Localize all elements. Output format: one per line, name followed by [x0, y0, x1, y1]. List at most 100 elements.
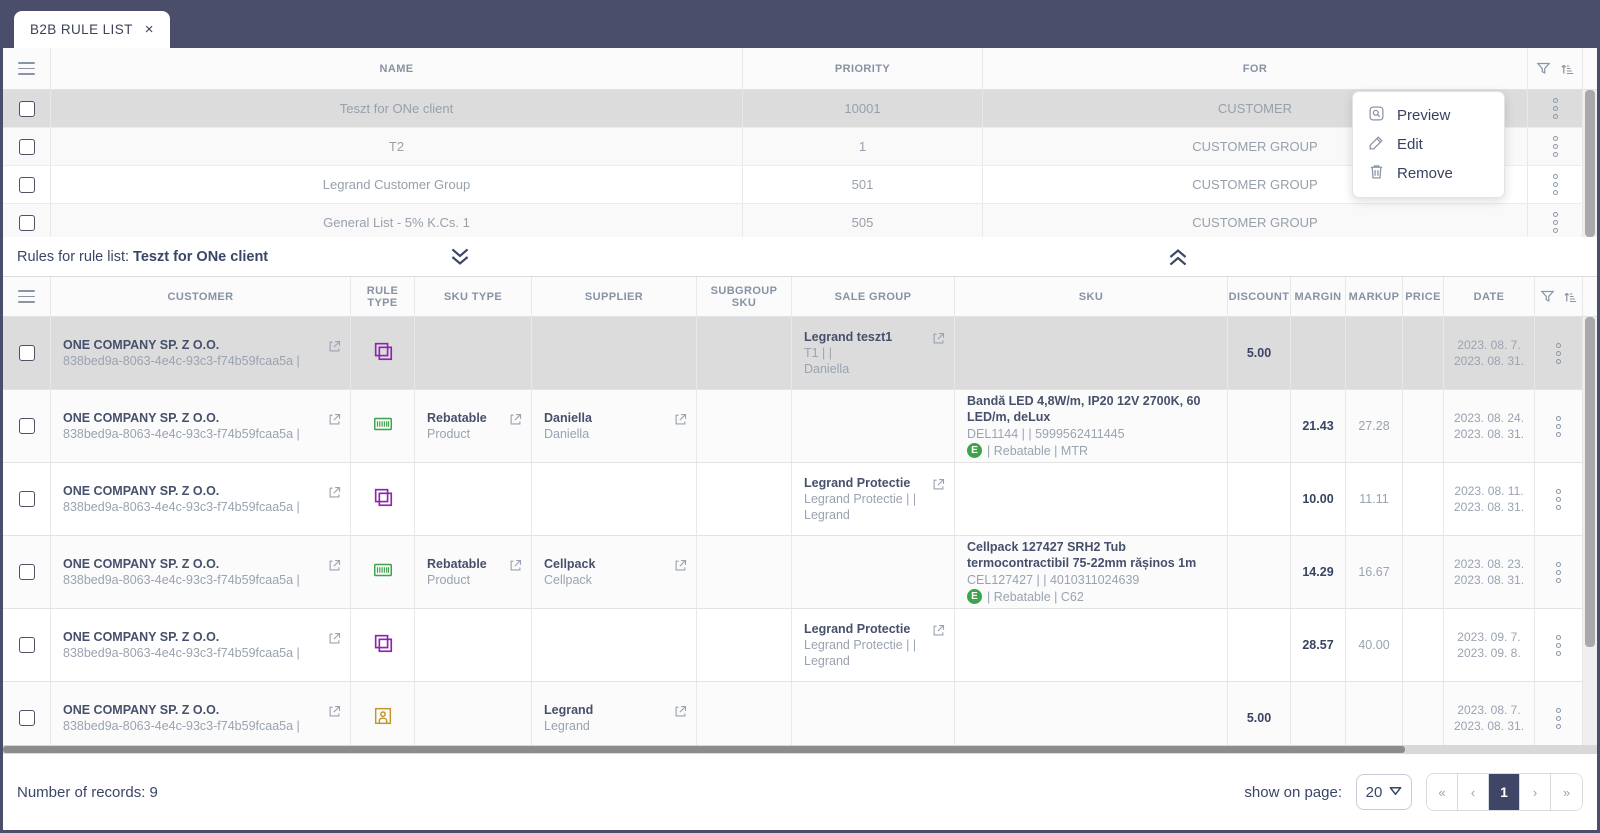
- double-chevron-down-icon[interactable]: [447, 246, 473, 273]
- column-header-priority[interactable]: PRIORITY: [834, 62, 891, 75]
- kebab-menu-icon[interactable]: [1552, 98, 1558, 119]
- customer-id: 838bed9a-8063-4e4c-93c3-f74b59fcaa5a |: [63, 427, 300, 441]
- kebab-menu-icon[interactable]: [1556, 561, 1561, 583]
- filter-icon[interactable]: [1539, 289, 1555, 304]
- page-number-button[interactable]: 1: [1489, 774, 1520, 810]
- kebab-menu-icon[interactable]: [1556, 707, 1561, 729]
- row-checkbox[interactable]: [18, 345, 35, 361]
- close-icon[interactable]: ×: [144, 21, 154, 38]
- row-checkbox[interactable]: [18, 637, 35, 653]
- kebab-menu-icon[interactable]: [1552, 136, 1558, 157]
- sort-asc-icon[interactable]: [1560, 61, 1575, 76]
- row-checkbox[interactable]: [18, 138, 35, 155]
- rule-priority: 501: [743, 166, 983, 203]
- row-checkbox[interactable]: [18, 710, 35, 726]
- table-row[interactable]: ONE COMPANY SP. Z O.O. 838bed9a-8063-4e4…: [3, 463, 1597, 536]
- row-checkbox[interactable]: [18, 491, 35, 507]
- column-header-sku[interactable]: SKU: [1078, 290, 1104, 303]
- external-link-icon[interactable]: [327, 558, 342, 578]
- external-link-icon[interactable]: [327, 339, 342, 359]
- date-from: 2023. 09. 7.: [1457, 629, 1521, 644]
- column-header-customer[interactable]: CUSTOMER: [167, 290, 234, 303]
- context-menu-edit[interactable]: Edit: [1353, 130, 1504, 159]
- external-link-icon[interactable]: [931, 623, 946, 643]
- column-header-price[interactable]: PRICE: [1405, 290, 1441, 303]
- first-page-button[interactable]: «: [1427, 774, 1458, 810]
- date-to: 2023. 09. 8.: [1457, 646, 1521, 660]
- column-header-for[interactable]: FOR: [1242, 62, 1268, 75]
- double-chevron-up-icon[interactable]: [1165, 246, 1191, 273]
- kebab-menu-icon[interactable]: [1556, 634, 1561, 656]
- row-checkbox[interactable]: [18, 100, 35, 117]
- table-row[interactable]: Legrand Customer Group 501 CUSTOMER GROU…: [3, 166, 1597, 204]
- kebab-menu-icon[interactable]: [1552, 212, 1558, 233]
- page-size-select[interactable]: 20: [1356, 774, 1412, 810]
- lower-vertical-scrollbar[interactable]: [1583, 317, 1597, 745]
- sale-group-title: Legrand teszt1: [804, 329, 893, 344]
- row-checkbox[interactable]: [18, 176, 35, 193]
- sku-code: DEL1144 | | 5999562411445: [967, 426, 1125, 441]
- sort-asc-icon[interactable]: [1563, 289, 1578, 304]
- next-page-button[interactable]: ›: [1520, 774, 1551, 810]
- external-link-icon[interactable]: [931, 477, 946, 497]
- external-link-icon[interactable]: [508, 558, 523, 578]
- column-header-sale-group[interactable]: SALE GROUP: [834, 290, 912, 303]
- column-header-rule-type[interactable]: RULE TYPE: [366, 284, 399, 309]
- sku-type-sub: Product: [427, 427, 471, 441]
- menu-icon[interactable]: [18, 62, 35, 75]
- rule-type-sale-group-icon: [372, 632, 394, 659]
- column-header-discount[interactable]: DISCOUNT: [1228, 290, 1290, 303]
- column-header-name[interactable]: NAME: [379, 62, 414, 75]
- external-link-icon[interactable]: [327, 631, 342, 651]
- external-link-icon[interactable]: [327, 704, 342, 724]
- external-link-icon[interactable]: [673, 704, 688, 724]
- kebab-menu-icon[interactable]: [1556, 488, 1561, 510]
- table-row[interactable]: ONE COMPANY SP. Z O.O. 838bed9a-8063-4e4…: [3, 536, 1597, 609]
- rule-for: CUSTOMER GROUP: [983, 128, 1528, 165]
- sku-type-title: Rebatable: [427, 556, 487, 571]
- external-link-icon[interactable]: [508, 412, 523, 432]
- column-header-date[interactable]: DATE: [1473, 290, 1505, 303]
- context-menu-remove[interactable]: Remove: [1353, 159, 1504, 188]
- table-row[interactable]: ONE COMPANY SP. Z O.O. 838bed9a-8063-4e4…: [3, 317, 1597, 390]
- date-to: 2023. 08. 31.: [1453, 573, 1525, 587]
- rule-type-sale-group-icon: [372, 340, 394, 367]
- rule-list-table-body: Teszt for ONe client 10001 CUSTOMER T2 1…: [3, 90, 1597, 237]
- table-row[interactable]: General List - 5% K.Cs. 1 505 CUSTOMER G…: [3, 204, 1597, 237]
- table-row[interactable]: ONE COMPANY SP. Z O.O. 838bed9a-8063-4e4…: [3, 390, 1597, 463]
- kebab-menu-icon[interactable]: [1556, 342, 1561, 364]
- top-bar: B2B RULE LIST ×: [3, 3, 1597, 48]
- date-from: 2023. 08. 7.: [1457, 337, 1521, 352]
- external-link-icon[interactable]: [327, 485, 342, 505]
- filter-icon[interactable]: [1535, 61, 1551, 76]
- prev-page-button[interactable]: ‹: [1458, 774, 1489, 810]
- external-link-icon[interactable]: [673, 412, 688, 432]
- last-page-button[interactable]: »: [1551, 774, 1582, 810]
- column-header-margin[interactable]: MARGIN: [1294, 290, 1342, 303]
- external-link-icon[interactable]: [327, 412, 342, 432]
- column-header-subgroup-sku[interactable]: SUBGROUP SKU: [710, 284, 778, 309]
- tab-b2b-rule-list[interactable]: B2B RULE LIST ×: [14, 11, 170, 48]
- row-checkbox[interactable]: [18, 564, 35, 580]
- customer-name: ONE COMPANY SP. Z O.O.: [63, 483, 220, 498]
- table-row[interactable]: T2 1 CUSTOMER GROUP: [3, 128, 1597, 166]
- context-menu-preview[interactable]: Preview: [1353, 101, 1504, 130]
- kebab-menu-icon[interactable]: [1552, 174, 1558, 195]
- external-link-icon[interactable]: [931, 331, 946, 351]
- upper-vertical-scrollbar[interactable]: [1583, 90, 1597, 237]
- column-header-sku-type[interactable]: SKU TYPE: [443, 290, 503, 303]
- customer-id: 838bed9a-8063-4e4c-93c3-f74b59fcaa5a |: [63, 354, 300, 368]
- sale-group-owner: Daniella: [804, 362, 850, 377]
- table-row[interactable]: ONE COMPANY SP. Z O.O. 838bed9a-8063-4e4…: [3, 609, 1597, 682]
- column-header-markup[interactable]: MARKUP: [1348, 290, 1400, 303]
- table-row[interactable]: Teszt for ONe client 10001 CUSTOMER: [3, 90, 1597, 128]
- column-header-supplier[interactable]: SUPPLIER: [584, 290, 644, 303]
- menu-icon[interactable]: [18, 290, 35, 303]
- table-row[interactable]: ONE COMPANY SP. Z O.O. 838bed9a-8063-4e4…: [3, 682, 1597, 745]
- horizontal-scrollbar[interactable]: [3, 745, 1597, 754]
- external-link-icon[interactable]: [673, 558, 688, 578]
- row-checkbox[interactable]: [18, 214, 35, 231]
- kebab-menu-icon[interactable]: [1556, 415, 1561, 437]
- row-checkbox[interactable]: [18, 418, 35, 434]
- customer-name: ONE COMPANY SP. Z O.O.: [63, 410, 220, 425]
